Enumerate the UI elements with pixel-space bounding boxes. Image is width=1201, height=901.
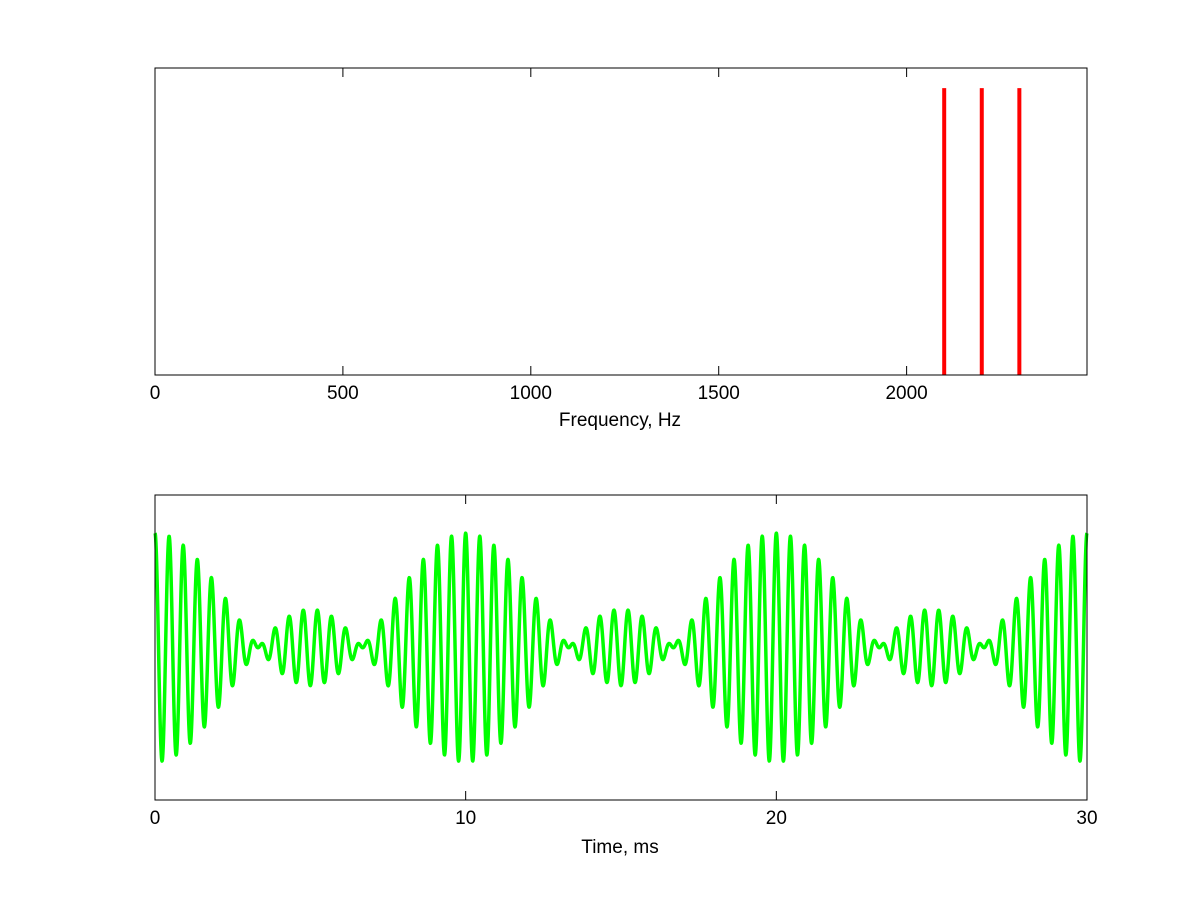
x-tick-label: 20: [766, 808, 787, 829]
x-tick-label: 0: [150, 808, 161, 829]
x-axis-label: Time, ms: [581, 837, 658, 858]
x-tick-label: 2000: [885, 383, 927, 404]
axes-box: [154, 67, 1088, 376]
x-tick-label: 10: [455, 808, 476, 829]
x-tick-label: 30: [1076, 808, 1097, 829]
axes-box: [154, 494, 1088, 801]
waveform: [153, 531, 1089, 763]
x-tick-label: 0: [150, 383, 161, 404]
x-axis-label: Frequency, Hz: [559, 410, 681, 431]
x-tick-label: 500: [327, 383, 359, 404]
x-tick-label: 1500: [698, 383, 740, 404]
x-tick-label: 1000: [510, 383, 552, 404]
